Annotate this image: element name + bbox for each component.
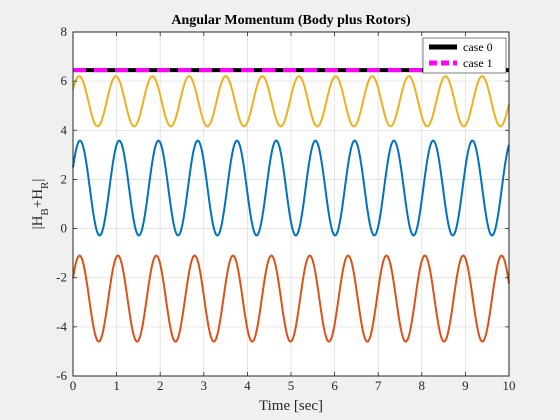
legend-label-case-1: case 1 (463, 56, 493, 70)
y-tick-label: 0 (61, 221, 68, 236)
y-axis-label-part: | (30, 179, 46, 182)
y-tick-label: -4 (56, 319, 67, 334)
series-line-oscillation (72, 139, 510, 237)
x-tick-label: 4 (244, 378, 251, 393)
ticks: 0 1 2 3 4 5 6 7 8 9 10 -6 -4 -2 0 2 4 6 8 (56, 24, 515, 393)
x-tick-label: 1 (113, 378, 120, 393)
series-line-oscillation (72, 254, 510, 343)
y-axis-label: |HB+HR| (30, 179, 51, 230)
y-axis-label-sub-b: B (39, 208, 51, 215)
y-tick-label: 4 (61, 122, 68, 137)
chart-title: Angular Momentum (Body plus Rotors) (171, 13, 411, 28)
legend: case 0 case 1 (422, 37, 507, 74)
y-axis-label-part: +H (30, 189, 46, 208)
x-tick-label: 9 (462, 378, 469, 393)
x-tick-label: 6 (331, 378, 338, 393)
y-tick-label: -2 (56, 270, 67, 285)
y-tick-label: 6 (61, 73, 68, 88)
y-axis-label-sub-r: R (39, 181, 51, 189)
y-tick-label: 2 (61, 171, 68, 186)
x-tick-label: 0 (70, 378, 77, 393)
x-tick-label: 8 (419, 378, 426, 393)
x-tick-label: 2 (157, 378, 164, 393)
x-tick-label: 10 (503, 378, 516, 393)
x-tick-label: 5 (288, 378, 295, 393)
legend-label-case-0: case 0 (463, 40, 493, 54)
legend-box (422, 37, 507, 74)
x-axis-label: Time [sec] (259, 398, 323, 414)
y-axis-label-part: |H (30, 215, 46, 229)
y-tick-label: 8 (61, 24, 68, 39)
x-tick-label: 3 (201, 378, 208, 393)
y-tick-label: -6 (56, 368, 67, 383)
x-tick-label: 7 (375, 378, 382, 393)
series-line-oscillation (72, 75, 510, 128)
